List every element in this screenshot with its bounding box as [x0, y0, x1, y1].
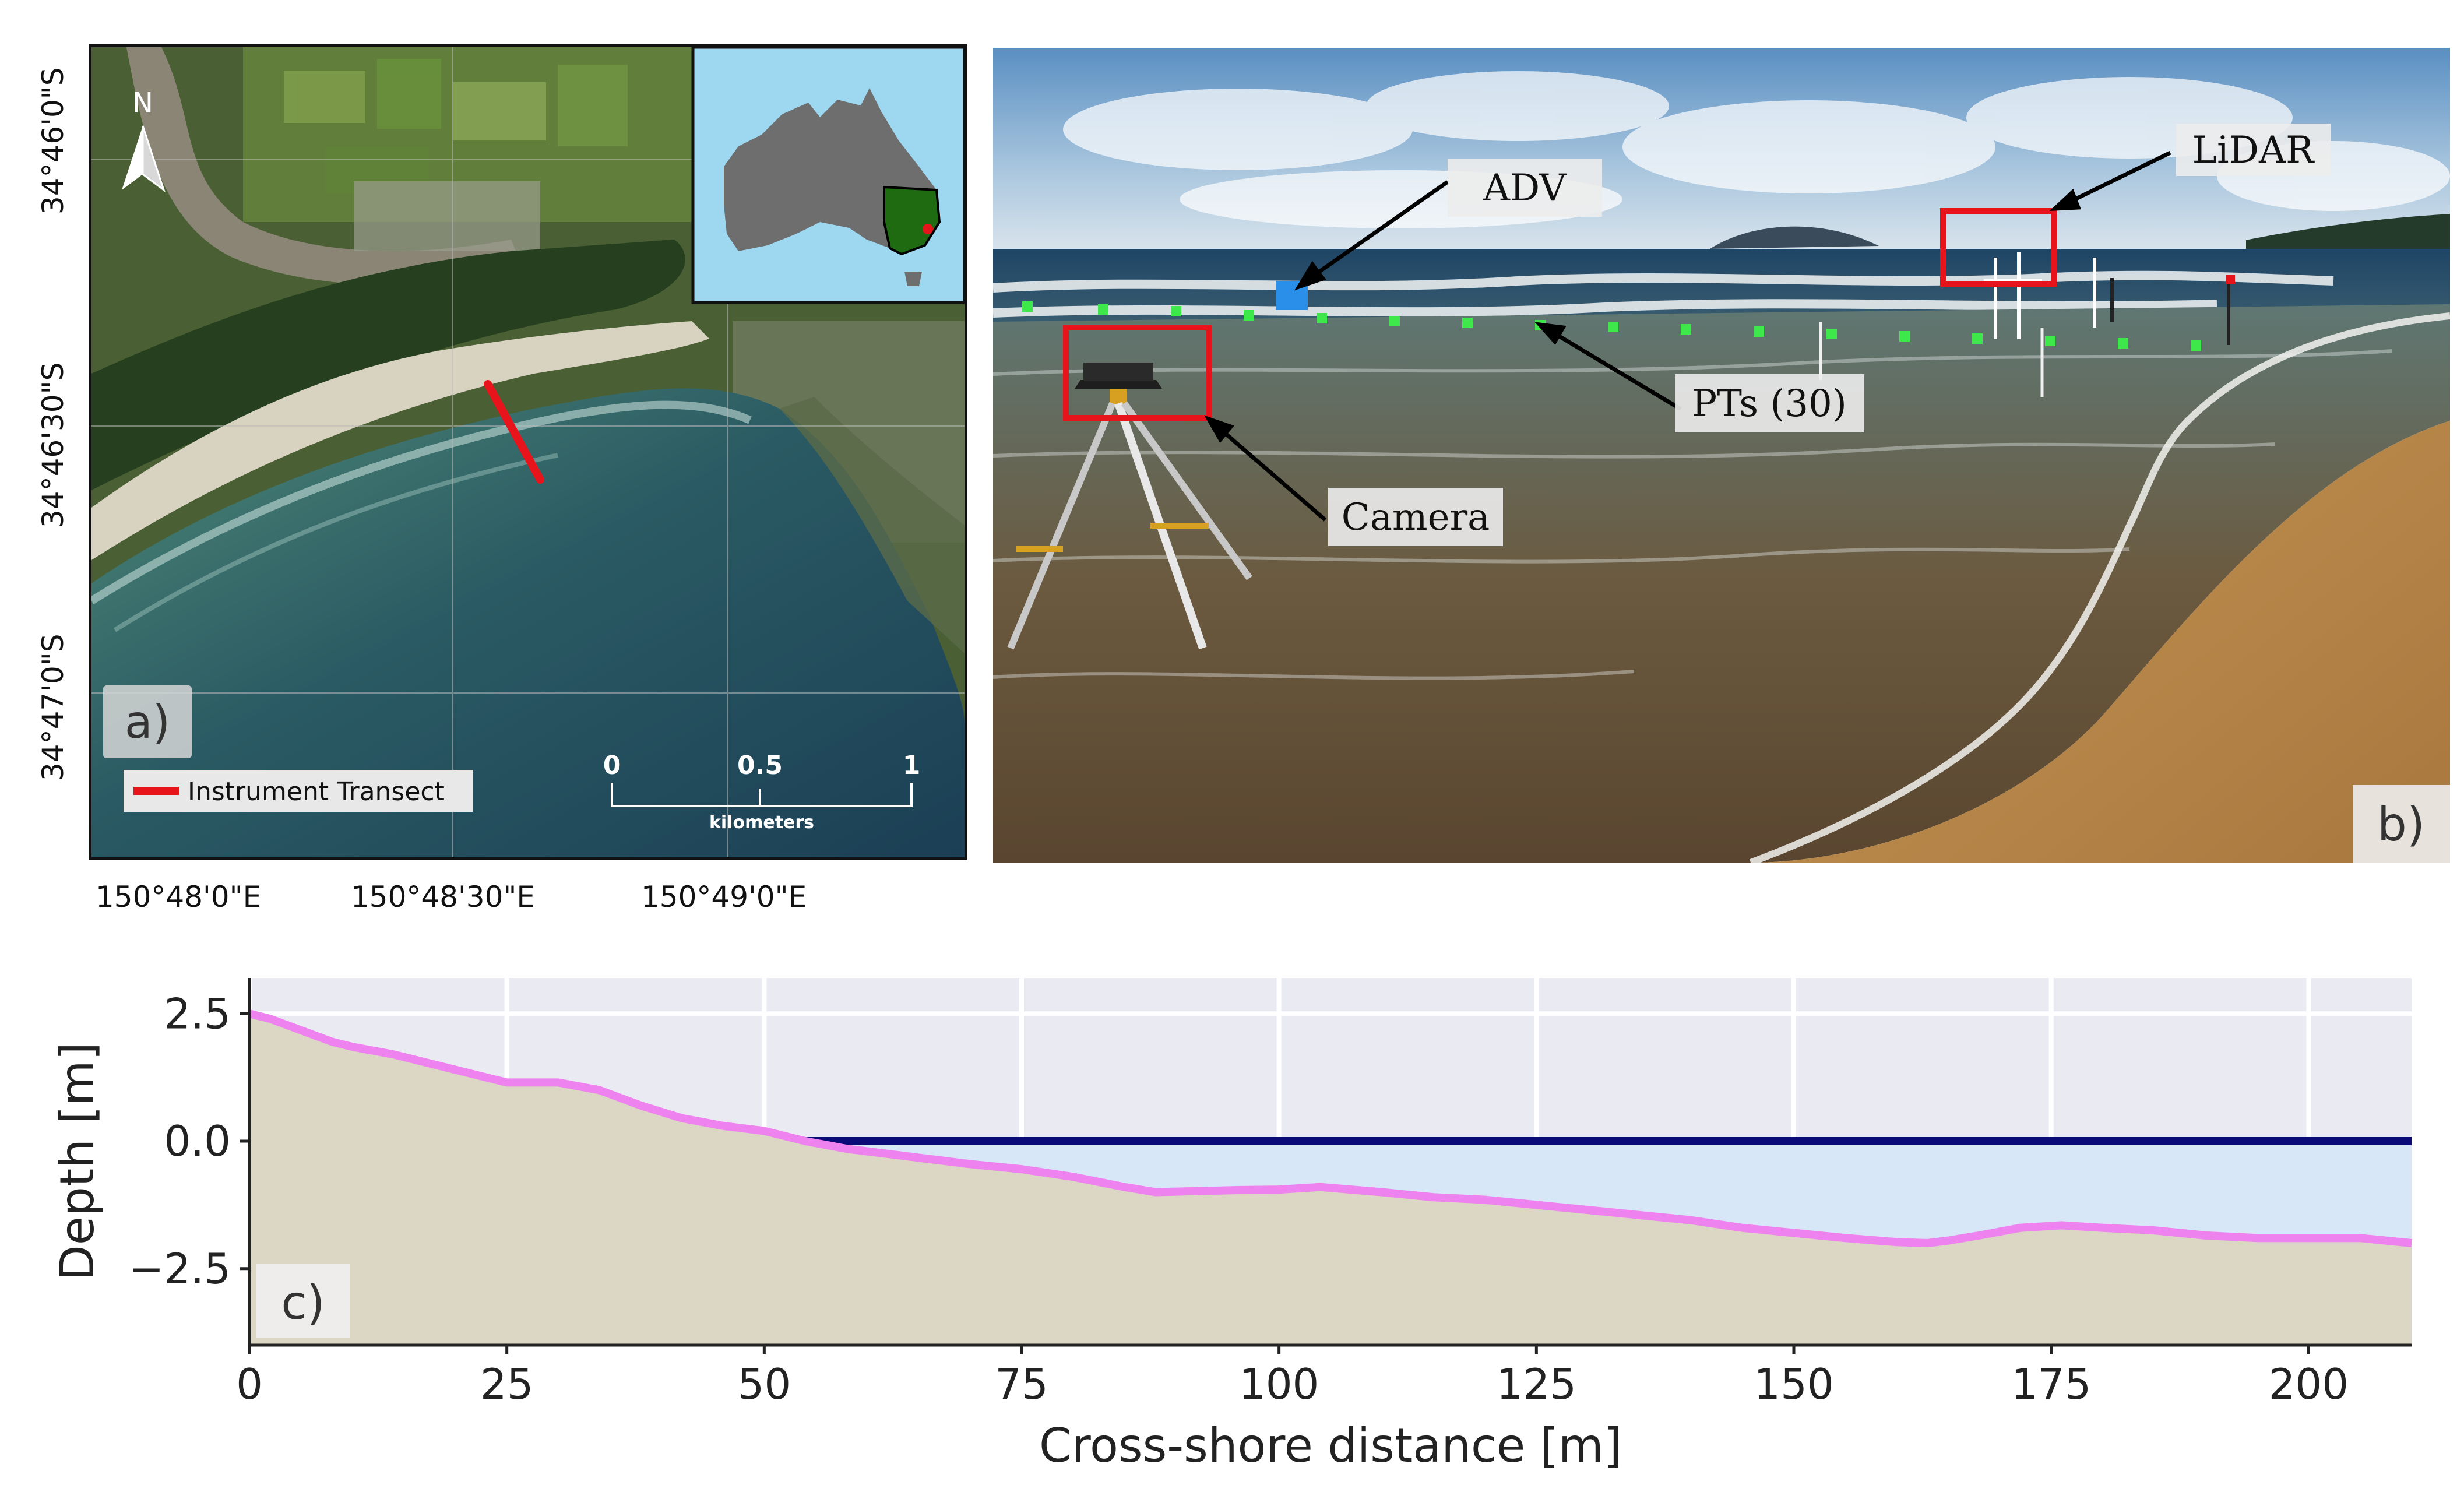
legend-label: Instrument Transect	[188, 777, 445, 807]
study-site-marker	[923, 224, 933, 234]
y-axis-label: Depth [m]	[50, 1042, 104, 1280]
inset-australia-map	[691, 47, 965, 304]
pt-marker-17	[2191, 340, 2201, 351]
swash-front	[1749, 312, 2450, 863]
pt-marker-10	[1681, 324, 1691, 335]
north-label: N	[132, 87, 153, 119]
pt-marker-9	[1608, 322, 1618, 332]
pts-label: PTs (30)	[1692, 382, 1847, 425]
pt-marker-6	[1389, 316, 1400, 326]
tasmania-shape	[904, 272, 922, 286]
lon-label-1: 150°48'0"E	[96, 880, 262, 914]
instrument-transect-line	[484, 380, 544, 484]
lidar-box	[1940, 208, 2057, 287]
x-axis-label: Cross-shore distance [m]	[1039, 1419, 1622, 1473]
bathymetry-profile-line	[248, 1009, 2412, 1247]
panel-c-label: c)	[281, 1276, 325, 1330]
pt-marker-4	[1244, 310, 1254, 321]
scale-bar: 0 0.5 1 kilometers	[603, 751, 921, 833]
panel-b-label: b)	[2377, 797, 2425, 851]
lon-label-2: 150°48'30"E	[351, 880, 536, 914]
panel-a-map: N a) Instrument Transect 0 0.5 1 kilomet…	[89, 44, 967, 860]
pt-marker-3	[1171, 306, 1181, 316]
surf-zone	[91, 400, 752, 604]
y-tick-label-2: 2.5	[164, 989, 231, 1038]
distant-forest	[2246, 214, 2450, 249]
x-tick-label-150: 150	[1754, 1360, 1833, 1409]
panel-c-chart: 0 25 50 75 100 125 150 175 200 −2.5 0.0 2.5 Cross-…	[0, 932, 2464, 1485]
annotation-arrows	[1204, 150, 2171, 522]
x-tick-label-175: 175	[2011, 1360, 2091, 1409]
pt-marker-15	[2045, 336, 2055, 346]
pt-marker-13	[1899, 331, 1910, 342]
dry-sand	[1751, 304, 2450, 863]
panel-b-photo: ADV LiDAR PTs (30) Camera b)	[993, 48, 2450, 863]
scale-tick-0: 0	[603, 751, 621, 780]
camera-tripod	[1007, 363, 1252, 650]
panel-a-label: a)	[125, 696, 170, 749]
nsw-shape	[883, 185, 941, 256]
pt-marker-1	[1022, 301, 1033, 312]
lon-label-3: 150°49'0"E	[641, 880, 807, 914]
lidar-label: LiDAR	[2192, 129, 2315, 172]
beach	[91, 321, 709, 560]
depth-profile-chart: 0 25 50 75 100 125 150 175 200 −2.5 0.0 2.5 Cross-…	[50, 978, 2412, 1473]
field-patches	[284, 59, 628, 193]
camera-box	[1063, 325, 1212, 421]
seabed-fill	[249, 1014, 2412, 1345]
x-tick-label-75: 75	[995, 1360, 1048, 1409]
adv-label: ADV	[1483, 167, 1567, 210]
pt-marker-2	[1098, 304, 1108, 315]
pt-marker-14	[1972, 333, 1983, 344]
legend-box	[124, 770, 473, 812]
scale-tick-1: 1	[903, 751, 921, 780]
pt-marker-16	[2118, 338, 2128, 349]
estuary	[126, 47, 523, 285]
water-fill	[249, 1141, 2412, 1243]
lat-label-2: 34°46'30"S	[36, 362, 70, 528]
north-arrow-icon: N	[122, 87, 166, 193]
aerial-map: N a) Instrument Transect 0 0.5 1 kilomet…	[91, 47, 965, 857]
headland	[779, 397, 965, 653]
lat-label-1: 34°46'0"S	[36, 67, 70, 214]
pt-marker-7	[1462, 318, 1473, 328]
pt-marker-5	[1317, 313, 1327, 323]
ocean	[91, 388, 965, 857]
x-tick-labels: 0 25 50 75 100 125 150 175 200	[236, 1345, 2349, 1409]
x-tick-label-100: 100	[1239, 1360, 1319, 1409]
camera-label: Camera	[1342, 496, 1490, 539]
x-tick-label-25: 25	[480, 1360, 534, 1409]
swash-zone	[993, 304, 2450, 863]
lat-label-3: 34°47'0"S	[36, 634, 70, 781]
x-tick-label-200: 200	[2269, 1360, 2349, 1409]
scale-tick-0-5: 0.5	[737, 751, 783, 780]
x-tick-label-0: 0	[236, 1360, 263, 1409]
y-tick-label-1: 0.0	[164, 1117, 231, 1166]
y-tick-labels: −2.5 0.0 2.5	[129, 989, 249, 1293]
y-tick-label-0: −2.5	[129, 1244, 231, 1293]
pt-marker-12	[1826, 329, 1837, 339]
town	[354, 181, 540, 251]
distant-headland	[1710, 226, 1879, 249]
x-tick-label-50: 50	[738, 1360, 791, 1409]
field-photo: ADV LiDAR PTs (30) Camera b)	[993, 48, 2450, 863]
scale-unit: kilometers	[709, 812, 814, 833]
pt-marker-11	[1754, 326, 1764, 337]
pt-markers	[1022, 301, 2201, 351]
x-tick-label-125: 125	[1497, 1360, 1576, 1409]
